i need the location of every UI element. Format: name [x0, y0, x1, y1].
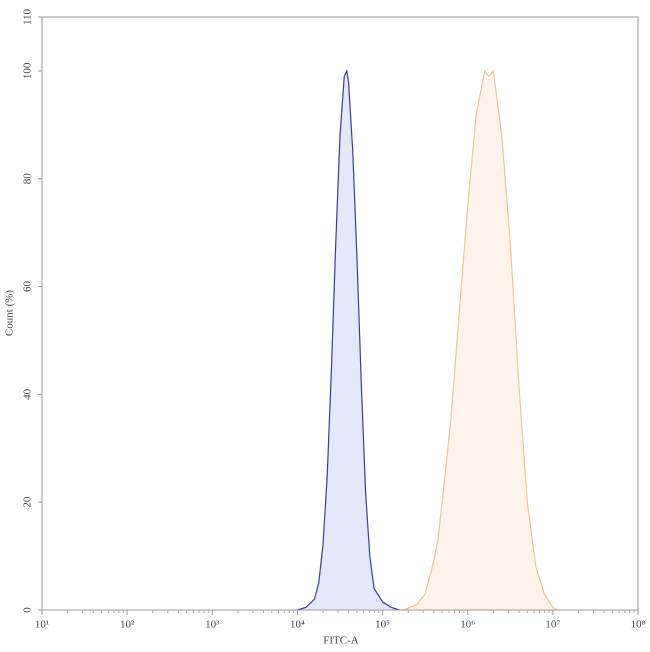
y-tick-label: 100	[22, 62, 34, 79]
y-tick-label: 20	[22, 496, 34, 508]
y-tick-label: 60	[22, 281, 34, 293]
histogram-fill	[297, 70, 400, 610]
x-tick-label: 10³	[205, 619, 220, 631]
x-tick-label: 10⁸	[631, 619, 646, 631]
x-tick-label: 10⁴	[290, 619, 305, 631]
y-axis-label: Count (%)	[4, 290, 16, 336]
x-tick-label: 10⁷	[545, 619, 560, 631]
x-axis-label: FITC-A	[323, 635, 359, 647]
histogram-fill	[403, 70, 558, 610]
x-tick-label: 10²	[120, 619, 135, 631]
histogram-line	[297, 68, 400, 611]
x-tick-label: 10⁵	[375, 619, 390, 631]
y-tick-label: 40	[22, 388, 34, 400]
y-tick-label: 110	[22, 8, 34, 25]
histogram-line	[403, 69, 558, 611]
x-tick-label: 10¹	[35, 619, 49, 631]
x-tick-label: 10⁶	[460, 619, 475, 631]
y-tick-label: 80	[22, 173, 34, 185]
plot-frame	[41, 16, 639, 611]
y-tick-label: 0	[22, 607, 34, 613]
